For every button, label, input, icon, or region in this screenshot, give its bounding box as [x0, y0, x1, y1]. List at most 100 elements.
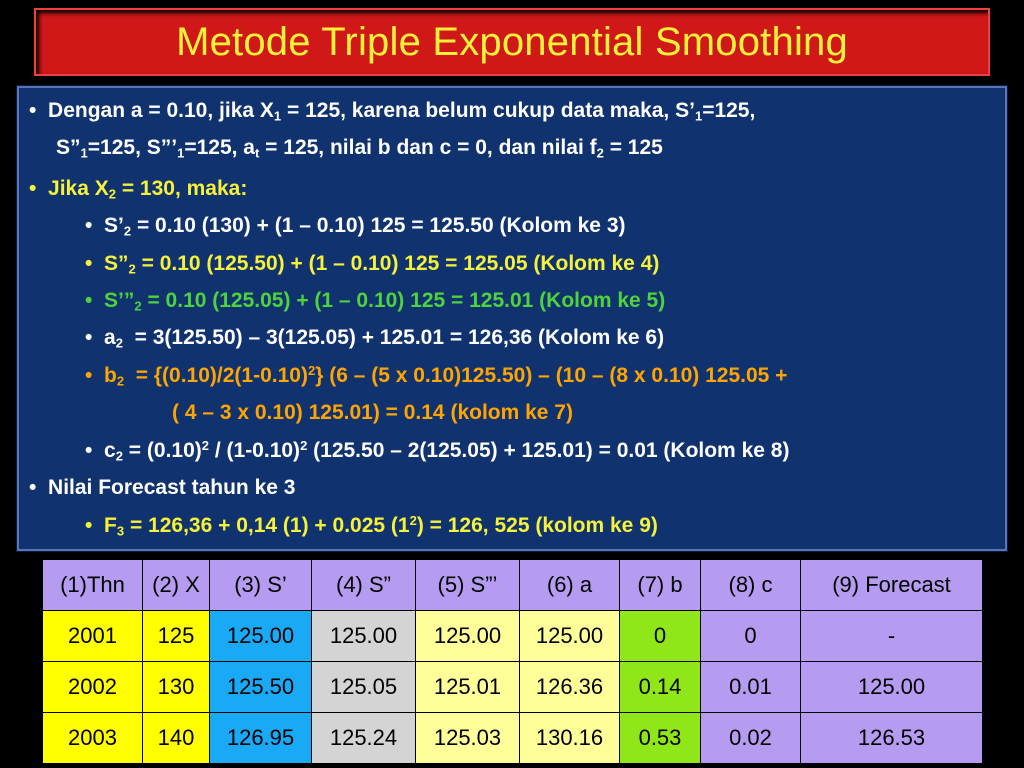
content-panel: • Dengan a = 0.10, jika X1 = 125, karena… — [17, 86, 1007, 551]
subscript: 2 — [115, 335, 123, 351]
subscript: 2 — [128, 261, 136, 277]
bullet-glyph: • — [85, 289, 93, 312]
cell-s3: 125.00 — [415, 610, 520, 662]
subscript: 2 — [134, 298, 142, 314]
bullet-glyph: • — [85, 326, 93, 349]
subscript: 1 — [80, 145, 88, 161]
subscript: 2 — [115, 448, 123, 464]
header-s2: (4) S” — [311, 559, 416, 611]
sub-bullet-c: • c2 = (0.10)2 / (1-0.10)2 (125.50 – 2(1… — [85, 438, 789, 464]
cell-x: 140 — [142, 712, 210, 764]
text: = 125 — [603, 136, 663, 159]
text: = 126,36 + 0,14 (1) + 0.025 (1 — [124, 514, 410, 537]
bullet-1-line-1: • Dengan a = 0.10, jika X1 = 125, karena… — [29, 98, 755, 124]
bullet-glyph: • — [85, 364, 93, 387]
cell-c: 0.02 — [700, 712, 801, 764]
cell-s1: 126.95 — [209, 712, 312, 764]
sub-bullet-b: • b2 = {(0.10)/2(1-0.10)2} (6 – (5 x 0.1… — [85, 363, 787, 389]
header-a: (6) a — [519, 559, 620, 611]
header-b: (7) b — [619, 559, 701, 611]
bullet-glyph: • — [29, 99, 37, 122]
text: c — [104, 439, 116, 462]
text: = 125, karena belum cukup data maka, S’ — [281, 99, 695, 122]
cell-forecast: 126.53 — [800, 712, 983, 764]
text: b — [104, 364, 117, 387]
text: =125, a — [184, 136, 255, 159]
text: =125, — [702, 99, 756, 122]
cell-thn: 2002 — [42, 661, 143, 713]
cell-forecast: 125.00 — [800, 661, 983, 713]
text: =125, S”’ — [87, 136, 178, 159]
bullet-glyph: • — [29, 177, 37, 200]
text: S’” — [104, 289, 135, 312]
cell-s1: 125.50 — [209, 661, 312, 713]
cell-s3: 125.01 — [415, 661, 520, 713]
text: = 125, nilai b dan c = 0, dan nilai f — [259, 136, 597, 159]
text: S” — [56, 136, 81, 159]
text: ( 4 – 3 x 0.10) 125.01) = 0.14 (kolom ke… — [172, 401, 573, 424]
sub-bullet-s1: • S’2 = 0.10 (130) + (1 – 0.10) 125 = 12… — [85, 213, 626, 239]
superscript: 2 — [201, 437, 210, 453]
subscript: 2 — [108, 186, 116, 202]
subscript: 2 — [596, 145, 604, 161]
forecast-table: (1)Thn (2) X (3) S’ (4) S” (5) S”’ (6) a… — [42, 559, 983, 764]
superscript: 2 — [307, 362, 316, 378]
superscript: 2 — [300, 437, 308, 453]
bullet-glyph: • — [85, 514, 93, 537]
header-x: (2) X — [142, 559, 210, 611]
cell-x: 125 — [142, 610, 210, 662]
cell-s2: 125.00 — [311, 610, 416, 662]
cell-thn: 2003 — [42, 712, 143, 764]
cell-c: 0 — [700, 610, 801, 662]
subscript: 3 — [116, 523, 125, 539]
subscript: 2 — [116, 373, 125, 389]
subscript: t — [254, 145, 260, 161]
sub-bullet-a: • a2 = 3(125.50) – 3(125.05) + 125.01 = … — [85, 325, 664, 351]
superscript: 2 — [409, 512, 417, 528]
header-c: (8) c — [700, 559, 801, 611]
sub-bullet-b-continuation: ( 4 – 3 x 0.10) 125.01) = 0.14 (kolom ke… — [172, 400, 573, 426]
cell-b: 0 — [619, 610, 701, 662]
cell-c: 0.01 — [700, 661, 801, 713]
text: S” — [104, 252, 129, 275]
text: = 3(125.50) – 3(125.05) + 125.01 = 126,3… — [122, 326, 665, 349]
table-header-row: (1)Thn (2) X (3) S’ (4) S” (5) S”’ (6) a… — [42, 559, 983, 611]
bullet-glyph: • — [85, 439, 93, 462]
text: = 0.10 (125.05) + (1 – 0.10) 125 = 125.0… — [141, 289, 666, 312]
header-s3: (5) S”’ — [415, 559, 520, 611]
text: a — [104, 326, 116, 349]
sub-bullet-s3: • S’”2 = 0.10 (125.05) + (1 – 0.10) 125 … — [85, 288, 665, 314]
sub-bullet-forecast: • F3 = 126,36 + 0,14 (1) + 0.025 (12) = … — [85, 513, 658, 539]
cell-s2: 125.24 — [311, 712, 416, 764]
text: = 0.10 (130) + (1 – 0.10) 125 = 125.50 (… — [131, 214, 626, 237]
cell-a: 126.36 — [519, 661, 620, 713]
header-forecast: (9) Forecast — [800, 559, 983, 611]
cell-x: 130 — [142, 661, 210, 713]
text: F — [104, 514, 117, 537]
subscript: 1 — [177, 145, 185, 161]
cell-thn: 2001 — [42, 610, 143, 662]
bullet-glyph: • — [29, 476, 37, 499]
text: ) = 126, 525 (kolom ke 9) — [416, 514, 658, 537]
bullet-glyph: • — [85, 252, 93, 275]
cell-forecast: - — [800, 610, 983, 662]
table-row: 2002 130 125.50 125.05 125.01 126.36 0.1… — [42, 661, 983, 713]
text: Jika X — [48, 177, 109, 200]
text: S’ — [104, 214, 124, 237]
cell-s3: 125.03 — [415, 712, 520, 764]
text: = 130, maka: — [116, 177, 248, 200]
table-row: 2001 125 125.00 125.00 125.00 125.00 0 0… — [42, 610, 983, 662]
bullet-2: • Jika X2 = 130, maka: — [29, 176, 247, 202]
subscript: 1 — [694, 108, 703, 124]
text: = {(0.10)/2(1-0.10) — [124, 364, 308, 387]
slide-title: Metode Triple Exponential Smoothing — [176, 19, 848, 64]
cell-b: 0.53 — [619, 712, 701, 764]
text: Dengan a = 0.10, jika X — [48, 99, 274, 122]
cell-a: 125.00 — [519, 610, 620, 662]
bullet-1-line-2: S”1=125, S”’1=125, at = 125, nilai b dan… — [56, 135, 663, 161]
subscript: 1 — [273, 108, 282, 124]
subscript: 2 — [123, 223, 132, 239]
bullet-3: • Nilai Forecast tahun ke 3 — [29, 475, 295, 501]
table-row: 2003 140 126.95 125.24 125.03 130.16 0.5… — [42, 712, 983, 764]
cell-a: 130.16 — [519, 712, 620, 764]
